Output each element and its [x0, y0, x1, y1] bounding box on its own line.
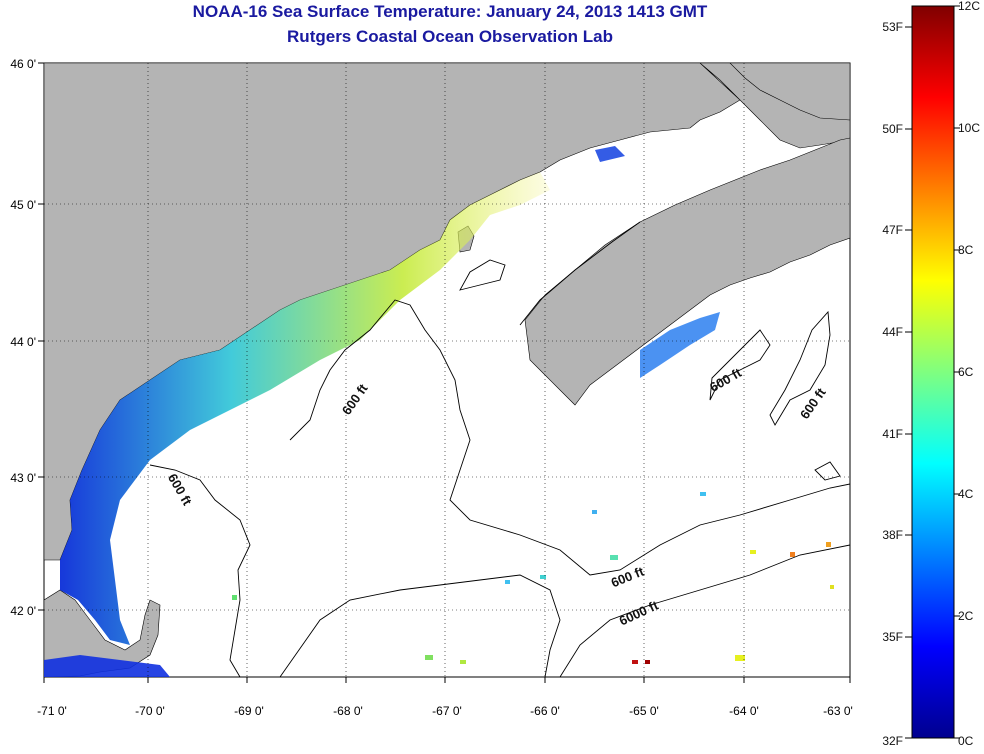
x-tick-label: -64 0' [729, 704, 759, 718]
colorbar-f-label: 53F [882, 20, 903, 34]
colorbar-f-label: 32F [882, 734, 903, 748]
x-tick-label: -68 0' [333, 704, 363, 718]
land-northeast [729, 63, 850, 121]
colorbar-fahrenheit-labels: 53F 50F 47F 44F 41F 38F 35F 32F [882, 20, 903, 748]
x-tick-label: -70 0' [135, 704, 165, 718]
map-title: NOAA-16 Sea Surface Temperature: January… [192, 2, 708, 21]
colorbar-celsius-labels: 12C 10C 8C 6C 4C 2C 0C [958, 0, 980, 748]
y-axis-labels: 46 0' 45 0' 44 0' 43 0' 42 0' [10, 57, 36, 618]
land-nova-scotia [524, 137, 850, 406]
y-tick-label: 44 0' [10, 335, 36, 349]
x-tick-label: -65 0' [629, 704, 659, 718]
x-tick-label: -66 0' [530, 704, 560, 718]
colorbar-c-label: 8C [958, 243, 974, 257]
x-tick-label: -69 0' [234, 704, 264, 718]
axis-ticks [38, 62, 851, 683]
x-axis-labels: -71 0' -70 0' -69 0' -68 0' -67 0' -66 0… [37, 704, 853, 718]
colorbar-c-label: 0C [958, 734, 974, 748]
sst-nova-scotia-shelf [640, 312, 720, 378]
colorbar-c-label: 4C [958, 487, 974, 501]
y-tick-label: 46 0' [10, 57, 36, 71]
x-tick-label: -67 0' [432, 704, 462, 718]
y-tick-label: 42 0' [10, 604, 36, 618]
colorbar-ticks [905, 5, 960, 739]
colorbar-c-label: 6C [958, 365, 974, 379]
bathymetry-contours [149, 221, 850, 677]
sst-coastal-band [60, 172, 550, 645]
colorbar-f-label: 44F [882, 325, 903, 339]
colorbar-f-label: 50F [882, 122, 903, 136]
colorbar-f-label: 38F [882, 528, 903, 542]
y-tick-label: 45 0' [10, 198, 36, 212]
map-subtitle: Rutgers Coastal Ocean Observation Lab [287, 27, 613, 46]
colorbar-f-label: 47F [882, 223, 903, 237]
sst-scattered-pixels [232, 492, 834, 664]
colorbar-c-label: 2C [958, 609, 974, 623]
colorbar-c-label: 12C [958, 0, 980, 13]
x-tick-label: -63 0' [823, 704, 853, 718]
colorbar-f-label: 35F [882, 630, 903, 644]
colorbar [911, 5, 955, 739]
colorbar-c-label: 10C [958, 121, 980, 135]
sst-cape-cod-water [44, 655, 170, 677]
y-tick-label: 43 0' [10, 471, 36, 485]
colorbar-f-label: 41F [882, 427, 903, 441]
x-tick-label: -71 0' [37, 704, 67, 718]
sst-bay-of-fundy [595, 146, 625, 162]
